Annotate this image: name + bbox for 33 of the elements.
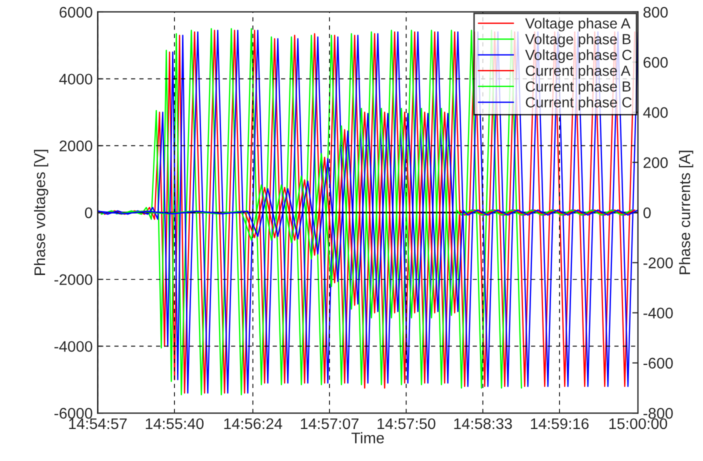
x-tick-label: 14:54:57 <box>69 418 127 430</box>
x-axis-title: Time <box>352 432 384 444</box>
y2-tick-label: -400 <box>644 308 673 318</box>
y-tick-label: 0 <box>84 207 92 218</box>
y2-tick-label: 0 <box>643 207 651 218</box>
y-tick-label: 6000 <box>60 6 92 18</box>
y-tick-label: -2000 <box>54 274 92 286</box>
y-tick-label: -4000 <box>54 341 92 352</box>
x-tick-label: 14:59:16 <box>530 418 589 430</box>
y2-tick-label: -600 <box>644 358 673 369</box>
legend-label: Voltage phase B <box>525 34 631 48</box>
x-tick-label: 14:57:50 <box>378 418 436 430</box>
y2-tick-label: 200 <box>644 157 668 168</box>
y2-axis-title: Phase currents [A] <box>678 150 694 274</box>
y-tick-label: 4000 <box>59 74 92 85</box>
legend-label: Current phase A <box>526 65 630 79</box>
legend-label: Current phase B <box>526 80 631 95</box>
x-tick-label: 14:57:07 <box>300 418 358 430</box>
y2-tick-label: 600 <box>644 56 668 68</box>
legend-label: Current phase C <box>526 96 632 110</box>
y-axis-title: Phase voltages [V] <box>34 150 48 275</box>
y2-tick-label: 400 <box>643 107 668 118</box>
y2-tick-label: -800 <box>644 408 673 419</box>
y-tick-label: -6000 <box>54 408 92 419</box>
x-tick-label: 15:00:00 <box>609 418 668 430</box>
y-tick-label: 2000 <box>60 140 92 152</box>
y2-tick-label: 800 <box>643 6 668 18</box>
legend-label: Voltage phase A <box>525 18 631 32</box>
x-tick-label: 14:56:24 <box>224 418 282 430</box>
y2-tick-label: -200 <box>644 258 673 268</box>
x-tick-label: 14:58:33 <box>454 418 512 430</box>
legend-label: Voltage phase C <box>525 49 632 63</box>
x-tick-label: 14:55:40 <box>146 418 204 430</box>
